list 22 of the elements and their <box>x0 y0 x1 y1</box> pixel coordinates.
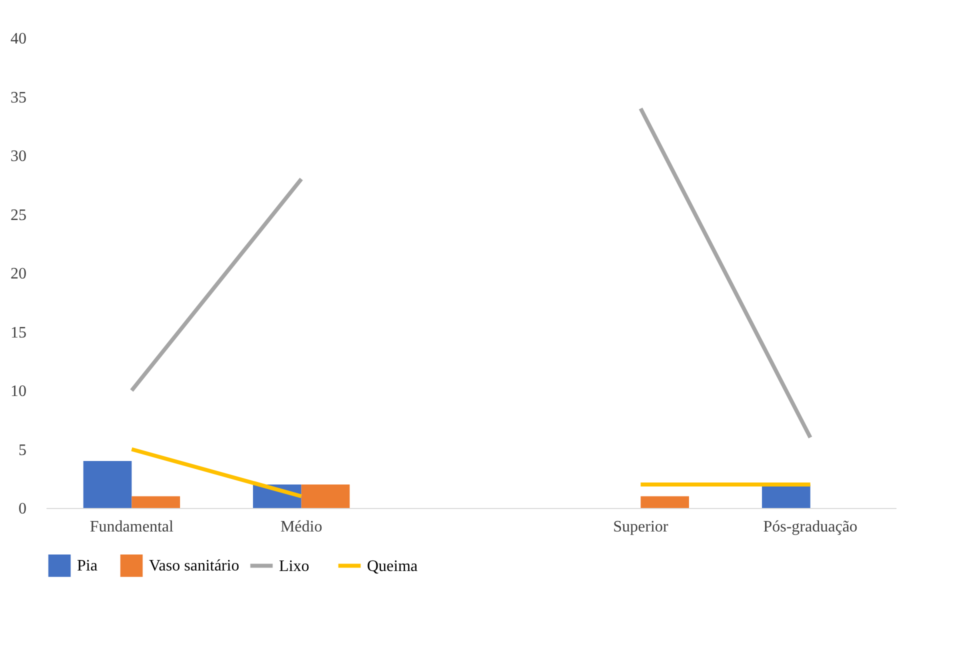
legend-label: Lixo <box>279 558 310 575</box>
x-tick-label: Médio <box>280 518 322 536</box>
bar <box>301 484 350 508</box>
legend-label: Vaso sanitário <box>149 558 240 575</box>
legend-label: Pia <box>77 558 98 575</box>
x-tick-label: Fundamental <box>90 518 174 536</box>
x-tick-label: Superior <box>613 518 669 536</box>
y-tick-label: 40 <box>10 30 26 48</box>
bar <box>640 496 690 508</box>
y-tick-label: 10 <box>10 383 26 400</box>
legend-label: Queima <box>367 558 418 575</box>
x-tick-label: Pós-graduação <box>763 518 858 536</box>
bar <box>83 461 132 508</box>
bar <box>762 484 810 508</box>
y-tick-label: 0 <box>18 500 26 518</box>
y-tick-label: 15 <box>10 324 26 342</box>
bar <box>132 496 180 508</box>
y-tick-label: 5 <box>18 442 26 459</box>
y-tick-label: 25 <box>10 206 26 224</box>
y-tick-label: 20 <box>10 266 26 282</box>
y-tick-label: 35 <box>10 89 26 106</box>
y-tick-label: 30 <box>10 148 26 165</box>
